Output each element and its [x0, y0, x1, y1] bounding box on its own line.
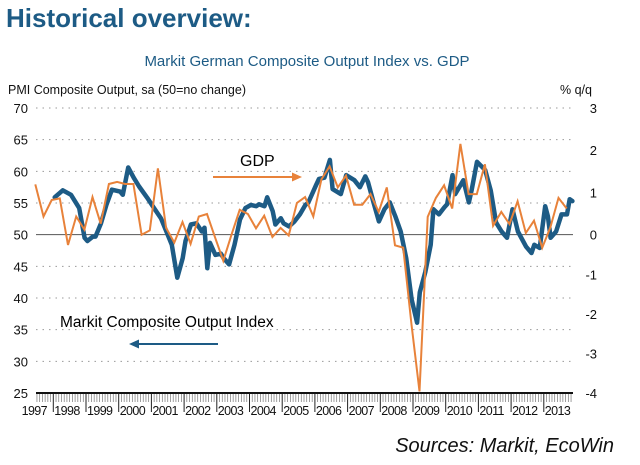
right-tick-label: -4: [585, 386, 597, 401]
gdp-series-line: [34, 143, 568, 392]
right-tick-label: 1: [590, 185, 597, 200]
pmi-annotation: Markit Composite Output Index: [60, 314, 274, 349]
x-tick-label: 2011: [479, 404, 504, 418]
right-tick-label: 0: [590, 228, 597, 243]
source-note: Sources: Markit, EcoWin: [395, 435, 614, 457]
x-tick-label: 2001: [152, 404, 178, 418]
x-tick-label: 2008: [381, 404, 407, 418]
right-tick-label: -1: [585, 267, 597, 282]
right-tick-label: -3: [585, 346, 597, 361]
page-title: Historical overview:: [6, 3, 252, 33]
x-tick-label: 1998: [54, 404, 80, 418]
left-tick-label: 55: [14, 196, 28, 211]
left-tick-label: 65: [14, 133, 28, 148]
left-tick-label: 50: [14, 228, 28, 243]
right-tick-label: 3: [590, 101, 597, 116]
right-tick-label: 2: [590, 143, 597, 158]
x-tick-label: 2006: [316, 404, 342, 418]
left-tick-label: 45: [14, 259, 28, 274]
x-tick-label: 2012: [512, 404, 538, 418]
gridlines: [36, 107, 573, 362]
plot-area: [34, 143, 575, 392]
right-axis-label: % q/q: [560, 83, 592, 97]
left-tick-label: 60: [14, 164, 28, 179]
x-tick-label: 2002: [185, 404, 211, 418]
pmi-arrow-head-icon: [129, 339, 139, 349]
gdp-annotation: GDP: [213, 153, 302, 182]
left-tick-label: 25: [14, 386, 28, 401]
x-axis: 1997 1998 1999 2000 2001 2002 2003 2004 2005 2006…: [22, 392, 573, 418]
x-tick-label: 2010: [447, 404, 473, 418]
x-tick-label: 1997: [22, 404, 48, 418]
x-tick-label: 2009: [414, 404, 440, 418]
x-tick-label: 1999: [87, 404, 113, 418]
x-tick-label: 2007: [349, 404, 375, 418]
right-axis: 3 2 1 0 -1 -2 -3 -4: [585, 101, 597, 401]
left-tick-label: 30: [14, 354, 28, 369]
left-axis-label: PMI Composite Output, sa (50=no change): [8, 83, 246, 97]
left-tick-label: 35: [14, 323, 28, 338]
x-tick-label: 2000: [120, 404, 146, 418]
gdp-arrow-head-icon: [292, 172, 302, 182]
x-tick-label: 2003: [218, 404, 244, 418]
gdp-annotation-label: GDP: [240, 153, 275, 170]
x-tick-label: 2013: [545, 404, 571, 418]
chart-title: Markit German Composite Output Index vs.…: [144, 53, 469, 70]
right-tick-label: -2: [585, 307, 597, 322]
x-tick-label: 2005: [283, 404, 309, 418]
pmi-annotation-label: Markit Composite Output Index: [60, 314, 274, 331]
left-tick-label: 70: [14, 101, 28, 116]
x-tick-label: 2004: [251, 404, 277, 418]
left-tick-label: 40: [14, 291, 28, 306]
left-axis: 70 65 60 55 50 45 40 35 30 25: [14, 101, 28, 401]
